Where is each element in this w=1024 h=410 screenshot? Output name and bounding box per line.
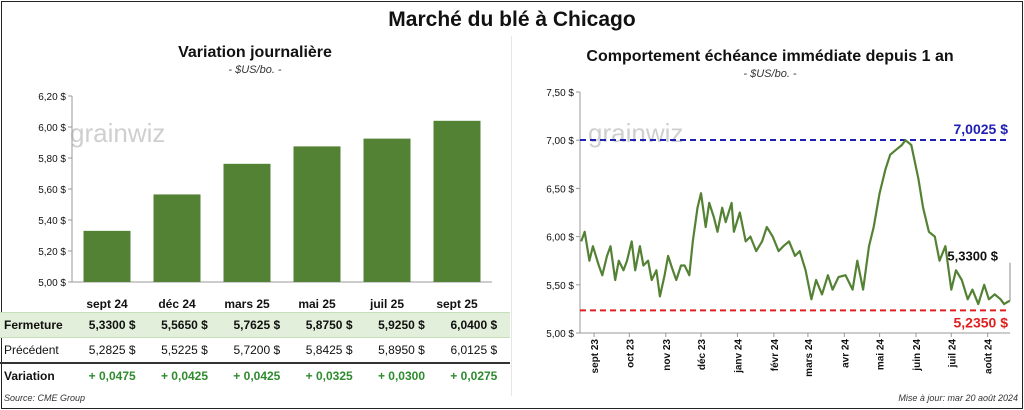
table-cell: 5,3300 $ [76,312,149,338]
row-label: Fermeture [0,312,76,338]
row-label: Précédent [4,343,59,357]
bar-chart-futures: grainwiz 5,00 $ 5,20 $ 5,40 $ 5,60 $ 5,80 $ 6… [38,92,492,310]
table-cell: 5,8750 $ [292,312,366,338]
reference-label: 7,0025 $ [954,121,1009,137]
x-tick-label: sept 23 [590,339,601,374]
row-label: Variation [0,362,76,388]
y-tick-label: 5,50 $ [546,281,574,292]
y-tick-label: 7,50 $ [546,88,574,99]
x-tick-label: août 24 [984,339,995,374]
x-tick-label: mai 24 [876,339,887,371]
update-date: Mise à jour: mar 20 août 2024 [898,393,1018,403]
bar [223,163,271,282]
table-cell: + 0,0275 [437,362,510,388]
x-category-label: déc 24 [158,297,196,310]
y-tick-label: 6,00 $ [38,123,66,134]
svg-text:grainwiz: grainwiz [588,118,683,148]
table-row-fermeture: Fermeture 5,3300 $5,5650 $5,7625 $5,8750 … [0,312,510,338]
left-chart-title: Variation journalière [178,44,332,61]
y-tick-label: 6,20 $ [38,92,66,103]
x-tick-label: déc 23 [697,339,708,371]
reference-label: 5,2350 $ [954,314,1009,330]
x-category-label: sept 25 [436,297,478,310]
last-value-label: 5,3300 $ [947,249,998,264]
bar [153,194,201,282]
right-chart-unit: - $US/bo. - [743,68,797,80]
table-cell: 6,0400 $ [437,312,510,338]
y-tick-label: 5,40 $ [38,216,66,227]
table-cell: 5,5650 $ [148,312,221,338]
x-tick-label: janv 24 [733,339,744,374]
y-tick-label: 6,00 $ [546,233,574,244]
y-tick-label: 5,60 $ [38,185,66,196]
table-cell: 5,7200 $ [233,343,281,357]
bar [433,120,481,282]
table-cell: + 0,0325 [292,362,366,388]
table-cell: 5,7625 $ [220,312,293,338]
table-cell: 6,0125 $ [450,343,498,357]
left-chart-unit: - $US/bo. - [228,64,282,76]
table-cell: 5,8950 $ [378,343,425,357]
x-tick-label: avr 24 [840,339,851,368]
svg-text:grainwiz: grainwiz [70,118,165,148]
right-chart-title: Comportement échéance immédiate depuis 1… [586,48,954,65]
main-title: Marché du blé à Chicago [388,8,636,31]
line-chart-front-month: grainwiz 5,00 $ 5,50 $ 6,00 $ 6,50 $ 7,00 $ 7… [546,88,1011,377]
x-tick-label: oct 23 [625,339,636,368]
table-row-variation: Variation + 0,0475 + 0,0425 + 0,0425 + 0,032… [0,362,510,388]
table-cell: + 0,0475 [76,362,149,388]
x-tick-label: juil 24 [947,339,958,369]
x-tick-label: mars 24 [804,339,815,377]
x-category-label: sept 24 [86,297,128,310]
source-note: Source: CME Group [4,393,86,403]
y-tick-label: 5,00 $ [38,278,66,289]
table-cell: 5,9250 $ [365,312,438,338]
x-category-label: juil 25 [369,297,404,310]
x-tick-label: juin 24 [912,339,923,372]
grainwiz-watermark-left: grainwiz [70,118,165,148]
table-cell: + 0,0425 [220,362,293,388]
y-tick-label: 5,00 $ [546,329,574,340]
x-tick-label: févr 24 [770,339,781,372]
x-category-label: mai 25 [298,297,336,310]
table-cell: + 0,0425 [148,362,221,388]
x-tick-label: nov 23 [662,339,673,371]
table-row-precedent: Précédent 5,2825 $ 5,5225 $ 5,7200 $ 5,8425 … [0,338,510,364]
bar [83,230,131,282]
table-cell: + 0,0300 [365,362,438,388]
bar [363,138,411,282]
y-tick-label: 7,00 $ [546,136,574,147]
bar [293,146,341,282]
y-tick-label: 6,50 $ [546,184,574,195]
table-cell: 5,2825 $ [88,343,136,357]
futures-table: Fermeture 5,3300 $5,5650 $5,7625 $5,8750 … [0,312,510,388]
x-category-label: mars 25 [224,297,270,310]
table-cell: 5,5225 $ [161,343,208,357]
grainwiz-watermark-right: grainwiz [588,118,683,148]
panel-divider [511,36,512,396]
y-tick-label: 5,20 $ [38,247,66,258]
y-tick-label: 5,80 $ [38,154,66,165]
price-line [580,139,1010,306]
table-cell: 5,8425 $ [305,343,353,357]
